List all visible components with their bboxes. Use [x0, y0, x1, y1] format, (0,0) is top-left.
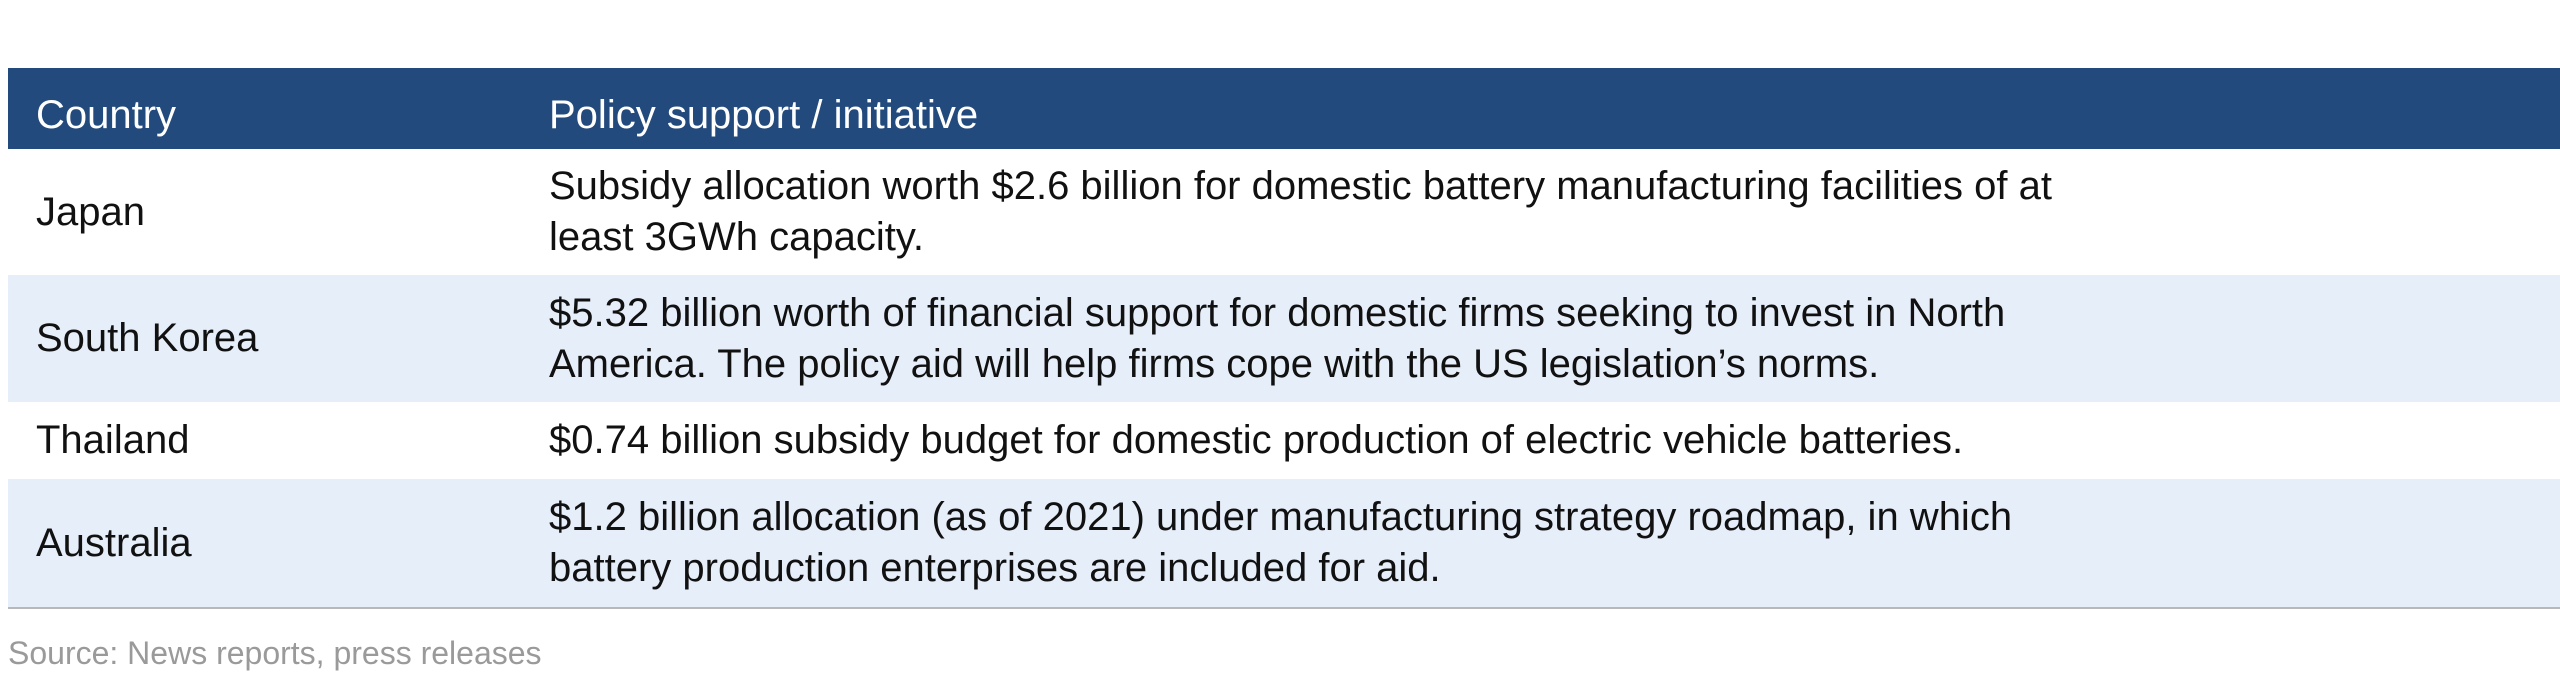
- table-header: Country Policy support / initiative: [8, 68, 2560, 149]
- country-cell: Japan: [36, 189, 145, 234]
- table-row: South Korea $5.32 billion worth of finan…: [8, 275, 2560, 402]
- country-cell: Australia: [36, 520, 192, 565]
- policy-cell: $1.2 billion allocation (as of 2021) und…: [549, 495, 2013, 590]
- table-row: Australia $1.2 billion allocation (as of…: [8, 479, 2560, 607]
- policy-cell: $5.32 billion worth of financial support…: [549, 290, 2006, 386]
- table-bottom-rule: [8, 607, 2560, 609]
- header-policy: Policy support / initiative: [549, 93, 979, 137]
- table-row: Japan Subsidy allocation worth $2.6 bill…: [8, 149, 2560, 275]
- country-cell: South Korea: [36, 316, 259, 360]
- country-cell: Thailand: [36, 418, 190, 462]
- policy-cell: $0.74 billion subsidy budget for domesti…: [549, 418, 1964, 462]
- header-country: Country: [36, 93, 177, 137]
- source-note: Source: News reports, press releases: [8, 635, 542, 671]
- policy-cell: Subsidy allocation worth $2.6 billion fo…: [549, 164, 2052, 259]
- table-row: Thailand $0.74 billion subsidy budget fo…: [8, 402, 2560, 479]
- policy-table: Country Policy support / initiative Japa…: [8, 68, 2560, 609]
